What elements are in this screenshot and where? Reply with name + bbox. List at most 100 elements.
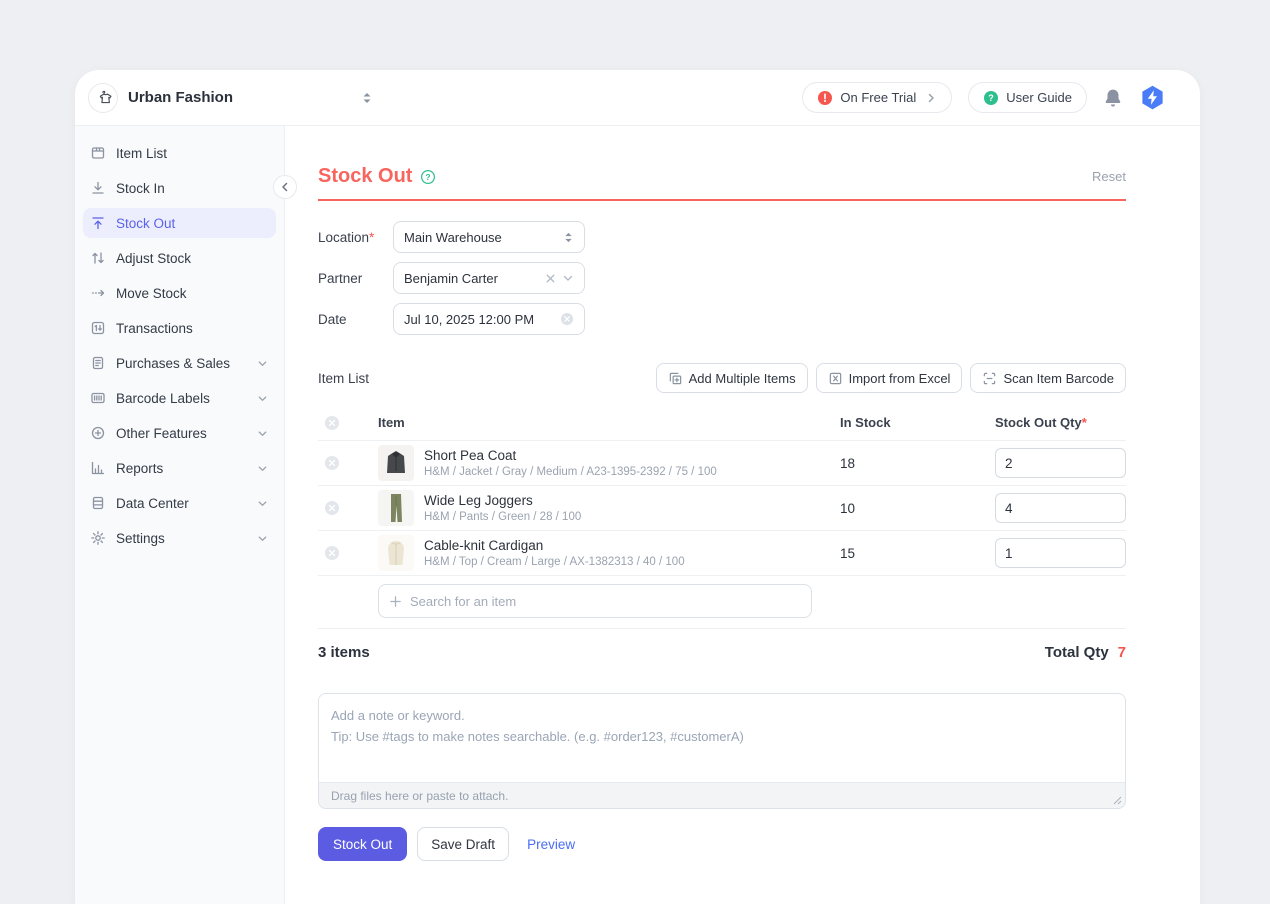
chevron-down-icon — [562, 272, 574, 284]
stock-out-qty-input[interactable] — [995, 448, 1126, 478]
save-draft-button[interactable]: Save Draft — [417, 827, 510, 861]
attach-dropzone[interactable]: Drag files here or paste to attach. — [319, 782, 1125, 808]
partner-select[interactable]: Benjamin Carter — [393, 262, 585, 294]
item-table: Item In Stock Stock Out Qty* Short Pea C… — [318, 405, 1126, 629]
sidebar-item-move-stock[interactable]: Move Stock — [83, 278, 276, 308]
stock-out-qty-input[interactable] — [995, 493, 1126, 523]
remove-row-icon[interactable] — [324, 455, 340, 471]
item-thumbnail-cardigan — [378, 535, 414, 571]
sidebar-item-purchases-sales[interactable]: Purchases & Sales — [83, 348, 276, 378]
resize-handle-icon[interactable] — [1113, 796, 1122, 805]
column-qty: Stock Out Qty* — [995, 415, 1087, 430]
app-window: Urban Fashion On Free Trial ? User Gui — [75, 70, 1200, 904]
sidebar-item-data-center[interactable]: Data Center — [83, 488, 276, 518]
barcode-labels-icon — [90, 390, 106, 406]
page-title: Stock Out — [318, 165, 413, 187]
item-name: Cable-knit Cardigan — [424, 538, 544, 553]
sidebar-item-settings[interactable]: Settings — [83, 523, 276, 553]
sidebar-item-label: Stock In — [116, 180, 165, 196]
scan-item-barcode-button[interactable]: Scan Item Barcode — [970, 363, 1126, 393]
sidebar-item-other-features[interactable]: Other Features — [83, 418, 276, 448]
workspace-switcher[interactable] — [353, 87, 381, 109]
total-qty-label: Total Qty — [1044, 644, 1109, 661]
item-attributes: H&M / Top / Cream / Large / AX-1382313 /… — [424, 556, 685, 568]
stock-out-qty-input[interactable] — [995, 538, 1126, 568]
location-label: Location* — [318, 229, 375, 245]
sidebar-item-label: Move Stock — [116, 285, 187, 301]
data-center-icon — [90, 495, 106, 511]
sidebar-item-label: Adjust Stock — [116, 250, 192, 266]
column-item: Item — [378, 415, 405, 430]
sidebar-item-stock-in[interactable]: Stock In — [83, 173, 276, 203]
clear-circle-icon[interactable] — [560, 312, 574, 326]
item-list-section-label: Item List — [318, 370, 370, 386]
item-search-input[interactable] — [410, 593, 801, 609]
in-stock-value: 10 — [840, 500, 856, 516]
purchases-sales-icon — [90, 355, 106, 371]
sidebar-item-label: Reports — [116, 460, 164, 476]
sidebar-item-label: Transactions — [116, 320, 193, 336]
add-box-icon — [668, 371, 683, 386]
table-row: Cable-knit Cardigan H&M / Top / Cream / … — [318, 531, 1126, 576]
sidebar-collapse-button[interactable] — [273, 175, 297, 199]
chevron-down-icon — [257, 463, 268, 474]
move-stock-icon — [90, 285, 106, 301]
sidebar-item-transactions[interactable]: Transactions — [83, 313, 276, 343]
stock-out-submit-button[interactable]: Stock Out — [318, 827, 408, 861]
table-header: Item In Stock Stock Out Qty* — [318, 405, 1126, 441]
totals-row: 3 items Total Qty 7 — [318, 629, 1126, 675]
settings-gear-icon — [90, 530, 106, 546]
location-select[interactable]: Main Warehouse — [393, 221, 585, 253]
topbar: Urban Fashion On Free Trial ? User Gui — [75, 70, 1200, 126]
title-underline — [318, 199, 1126, 201]
user-guide-label: User Guide — [1006, 90, 1072, 105]
adjust-stock-icon — [90, 250, 106, 266]
notifications-bell-icon[interactable] — [1103, 88, 1123, 108]
in-stock-value: 18 — [840, 455, 856, 471]
chevron-down-icon — [257, 393, 268, 404]
location-value: Main Warehouse — [404, 229, 502, 245]
sidebar-item-label: Other Features — [116, 425, 207, 441]
clear-x-icon[interactable] — [545, 273, 556, 284]
remove-row-icon[interactable] — [324, 545, 340, 561]
sidebar-item-item-list[interactable]: Item List — [83, 138, 276, 168]
free-trial-badge[interactable]: On Free Trial — [802, 82, 953, 113]
tshirt-icon — [95, 89, 112, 106]
sidebar-item-reports[interactable]: Reports — [83, 453, 276, 483]
note-textarea[interactable] — [319, 694, 1125, 782]
item-name: Wide Leg Joggers — [424, 493, 533, 508]
workspace-logo — [88, 82, 118, 113]
sidebar-item-label: Barcode Labels — [116, 390, 210, 406]
items-count: 3 items — [318, 644, 370, 661]
other-features-icon — [90, 425, 106, 441]
date-input[interactable]: Jul 10, 2025 12:00 PM — [393, 303, 585, 335]
attach-hint: Drag files here or paste to attach. — [331, 788, 509, 803]
stock-in-icon — [90, 180, 106, 196]
remove-row-icon[interactable] — [324, 500, 340, 516]
alert-circle-icon — [817, 90, 833, 106]
main-content: Stock Out ? Reset Location* Main Warehou… — [285, 126, 1200, 904]
chevron-right-icon — [925, 92, 937, 104]
help-circle-icon[interactable]: ? — [420, 169, 436, 185]
preview-link[interactable]: Preview — [527, 836, 576, 852]
free-trial-label: On Free Trial — [840, 90, 917, 105]
total-qty-value: 7 — [1117, 644, 1126, 661]
svg-text:?: ? — [989, 93, 995, 103]
user-guide-button[interactable]: ? User Guide — [968, 82, 1087, 113]
sidebar-item-label: Purchases & Sales — [116, 355, 231, 371]
question-circle-icon: ? — [983, 90, 999, 106]
sidebar: Item List Stock In Stock Out Adjust Stoc… — [75, 126, 285, 904]
chevron-down-icon — [257, 533, 268, 544]
sidebar-item-adjust-stock[interactable]: Adjust Stock — [83, 243, 276, 273]
reset-button[interactable]: Reset — [1092, 169, 1126, 184]
item-search-field[interactable] — [378, 584, 812, 618]
remove-all-icon[interactable] — [324, 415, 340, 431]
sidebar-item-stock-out[interactable]: Stock Out — [83, 208, 276, 238]
chevron-down-icon — [257, 358, 268, 369]
sidebar-item-label: Stock Out — [116, 215, 176, 231]
sidebar-item-barcode-labels[interactable]: Barcode Labels — [83, 383, 276, 413]
add-multiple-items-button[interactable]: Add Multiple Items — [655, 363, 808, 393]
sidebar-item-label: Item List — [116, 145, 168, 161]
import-from-excel-button[interactable]: Import from Excel — [815, 363, 963, 393]
app-logo-icon[interactable] — [1139, 84, 1166, 111]
